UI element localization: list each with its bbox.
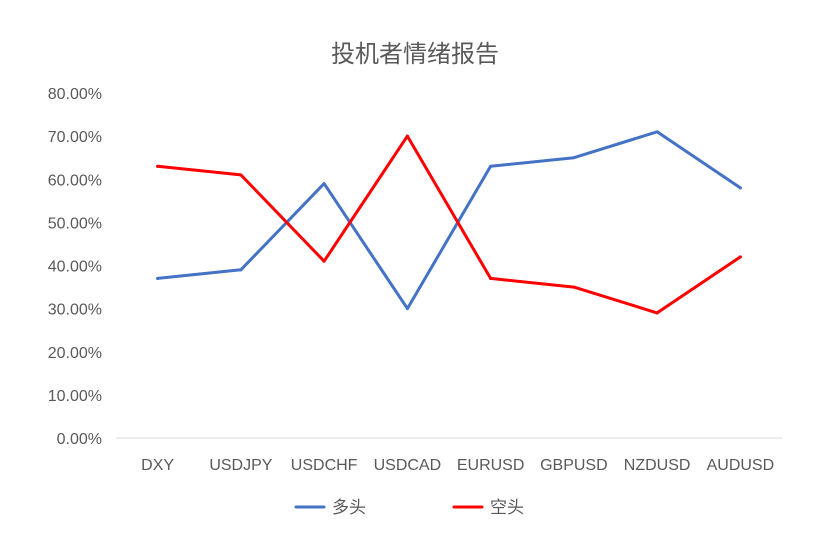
data-point [655,311,659,315]
data-point [322,259,326,263]
data-point [405,307,409,311]
y-tick-label: 60.00% [48,172,102,189]
y-tick-label: 20.00% [48,345,102,362]
x-tick-label: USDCAD [374,457,442,474]
series-line-short [156,134,742,315]
x-tick-label: GBPUSD [540,457,608,474]
x-tick-label: DXY [141,457,174,474]
x-tick-label: NZDUSD [624,457,691,474]
y-tick-label: 70.00% [48,129,102,146]
y-tick-label: 40.00% [48,259,102,276]
data-point [738,186,742,190]
y-tick-label: 10.00% [48,388,102,405]
legend: 多头 空头 [294,498,524,517]
data-point [322,182,326,186]
series-lines [156,130,742,315]
data-point [489,164,493,168]
data-point [572,156,576,160]
x-tick-label: USDCHF [291,457,358,474]
x-axis: DXY USDJPY USDCHF USDCAD EURUSD GBPUSD NZDUSD A… [141,457,774,474]
data-point [156,164,160,168]
legend-label: 空头 [490,498,524,517]
y-axis: 0.00% 10.00% 20.00% 30.00% 40.00% 50.00% 60.00… [48,86,102,448]
series-line-long [156,130,742,311]
data-point [572,285,576,289]
legend-label: 多头 [332,498,366,517]
y-tick-label: 0.00% [57,431,102,448]
y-tick-label: 80.00% [48,86,102,103]
data-point [239,268,243,272]
data-point [239,173,243,177]
data-point [738,255,742,259]
data-point [405,134,409,138]
y-tick-label: 50.00% [48,215,102,232]
x-tick-label: AUDUSD [707,457,775,474]
data-point [489,276,493,280]
data-point [156,276,160,280]
chart-title: 投机者情绪报告 [331,41,499,68]
data-point [655,130,659,134]
y-tick-label: 30.00% [48,302,102,319]
x-tick-label: USDJPY [209,457,272,474]
x-tick-label: EURUSD [457,457,525,474]
